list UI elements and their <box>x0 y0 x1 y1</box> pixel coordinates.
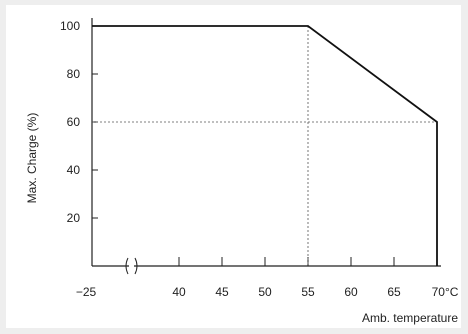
y-tick-label: 60 <box>67 115 81 129</box>
y-tick-label: 20 <box>67 211 81 225</box>
x-tick-label: 70°C <box>432 285 459 299</box>
series <box>92 25 438 266</box>
x-tick-label: 55 <box>301 285 315 299</box>
axis-break-left <box>125 257 129 275</box>
x-tick-label: 45 <box>215 285 229 299</box>
series-line <box>92 25 438 266</box>
axis-break-right <box>134 257 138 275</box>
x-tick-label: 50 <box>258 285 272 299</box>
y-axis-label: Max. Charge (%) <box>25 113 39 204</box>
chart-panel <box>6 5 461 328</box>
y-tick-label: 80 <box>67 67 81 81</box>
y-tick-label: 100 <box>60 19 80 33</box>
y-tick-label: 40 <box>67 163 81 177</box>
axis-break-gap <box>129 264 134 268</box>
x-tick-label: 65 <box>387 285 401 299</box>
x-tick-label: −25 <box>76 285 97 299</box>
x-axis-label: Amb. temperature <box>362 311 458 325</box>
x-tick-label: 60 <box>344 285 358 299</box>
axis-break-mark <box>125 257 138 275</box>
reference-lines <box>92 26 437 266</box>
x-ticks: −25 40 45 50 55 60 65 70°C <box>76 257 459 299</box>
x-tick-label: 40 <box>172 285 186 299</box>
